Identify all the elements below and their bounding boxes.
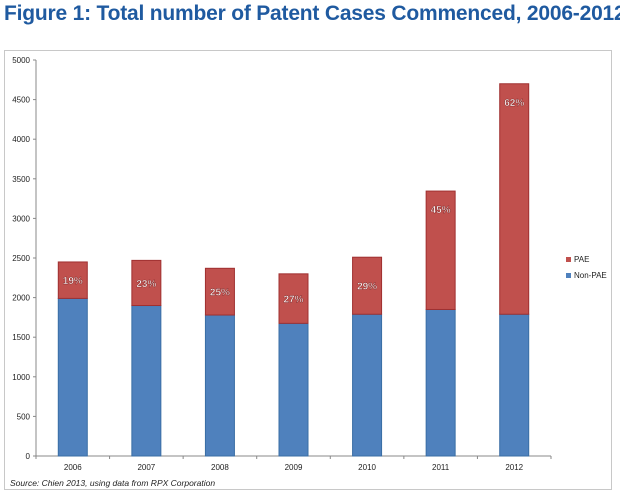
legend-label: PAE (574, 255, 589, 264)
x-tick-label: 2008 (211, 463, 229, 472)
bar-non-pae-2008 (205, 315, 234, 456)
data-label: 19% (63, 276, 83, 287)
y-tick-label: 5000 (12, 56, 30, 65)
bar-non-pae-2012 (500, 314, 529, 456)
x-tick-label: 2006 (64, 463, 82, 472)
data-label: 27% (283, 295, 303, 306)
bar-non-pae-2011 (426, 309, 455, 456)
bar-non-pae-2009 (279, 323, 308, 456)
legend-swatch-non-pae (566, 273, 571, 278)
data-label: 45% (431, 205, 451, 216)
y-tick-label: 500 (17, 412, 31, 421)
legend-swatch-pae (566, 257, 571, 262)
bar-non-pae-2010 (353, 314, 382, 456)
data-label: 62% (504, 98, 524, 109)
bar-non-pae-2006 (58, 298, 87, 456)
y-tick-label: 2500 (12, 254, 30, 263)
data-label: 29% (357, 282, 377, 293)
data-label: 23% (136, 279, 156, 290)
y-tick-label: 2000 (12, 294, 30, 303)
x-tick-label: 2009 (285, 463, 303, 472)
x-tick-label: 2010 (358, 463, 376, 472)
bar-non-pae-2007 (132, 306, 161, 456)
y-tick-label: 4000 (12, 135, 30, 144)
source-note: Source: Chien 2013, using data from RPX … (10, 478, 215, 488)
x-tick-label: 2012 (505, 463, 523, 472)
y-tick-label: 3000 (12, 214, 30, 223)
y-tick-label: 3500 (12, 175, 30, 184)
x-tick-label: 2007 (137, 463, 155, 472)
bar-pae-2012 (500, 84, 529, 314)
y-tick-label: 0 (26, 452, 31, 461)
data-label: 25% (210, 288, 230, 299)
y-tick-label: 1500 (12, 333, 30, 342)
x-tick-label: 2011 (432, 463, 450, 472)
y-tick-label: 1000 (12, 373, 30, 382)
y-tick-label: 4500 (12, 96, 30, 105)
legend-label: Non-PAE (574, 271, 607, 280)
